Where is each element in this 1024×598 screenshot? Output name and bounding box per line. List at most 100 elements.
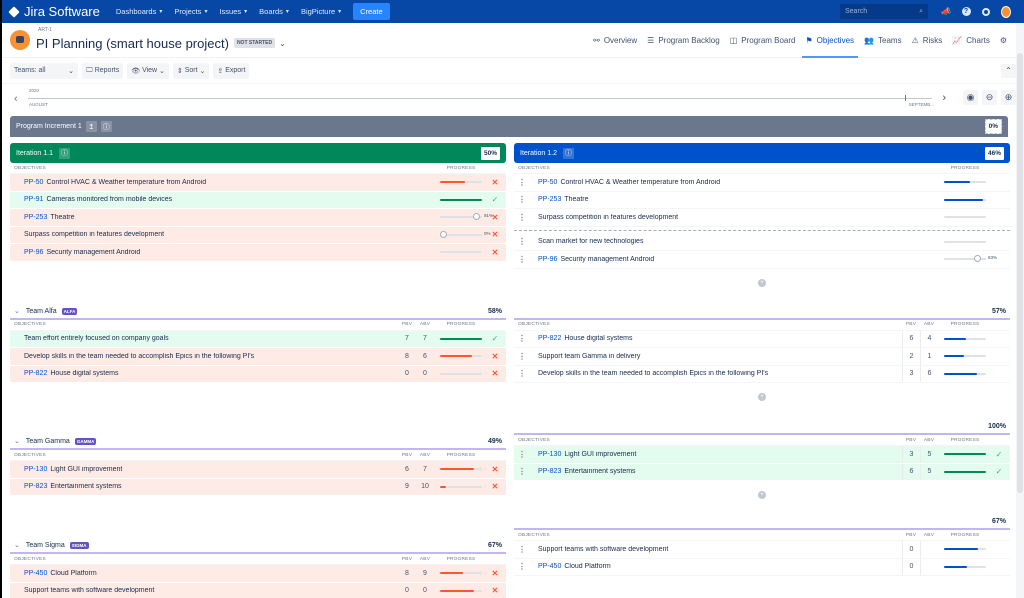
add-objective-button[interactable]: + <box>514 269 1010 297</box>
tab-risks[interactable]: ⚠ Risks <box>912 23 943 57</box>
nav-boards[interactable]: Boards ▾ <box>259 7 289 16</box>
info-button[interactable]: ⓘ <box>100 121 112 132</box>
sort-button[interactable]: ⇕ Sort ⌄ <box>172 62 210 79</box>
export-button[interactable]: ⇪ Export <box>213 62 250 79</box>
drag-handle-icon[interactable]: ⋮ <box>518 351 526 361</box>
objective-row[interactable]: Develop skills in the team needed to acc… <box>10 348 506 366</box>
view-button[interactable]: 👁 View ⌄ <box>127 62 169 79</box>
objective-row[interactable]: PP-96 Security management Android ✕ <box>10 244 506 262</box>
objective-row[interactable]: ⋮ Develop skills in the team needed to ac… <box>514 365 1010 383</box>
drag-handle-icon[interactable]: ⋮ <box>518 237 526 247</box>
reports-button[interactable]: 🖵 Reports <box>82 62 124 79</box>
slider-knob[interactable] <box>440 230 447 238</box>
objective-row[interactable]: ⋮ Surpass competition in features develop… <box>514 209 1010 227</box>
issue-key-link[interactable]: PP-130 <box>538 450 562 458</box>
slider-knob[interactable] <box>472 213 480 221</box>
add-objective-button[interactable]: + <box>514 481 1010 509</box>
progress-slider[interactable]: 91% <box>440 213 493 221</box>
objective-row[interactable]: ⋮ PP-823 Entertainment systems 6 5 ✓ <box>514 463 1010 481</box>
objective-row[interactable]: Team effort entirely focused on company … <box>10 330 506 348</box>
iteration-header[interactable]: Iteration 1.1 ⓘ 50% <box>10 143 506 163</box>
objective-row[interactable]: PP-822 House digital systems 0 0 ✕ <box>10 365 506 383</box>
iteration-header[interactable]: Iteration 1.2 ⓘ 46% <box>514 143 1010 163</box>
objective-row[interactable]: ⋮ PP-130 Light GUI improvement 3 5 ✓ <box>514 446 1010 464</box>
objective-row[interactable]: PP-130 Light GUI improvement 6 7 ✕ <box>10 461 506 479</box>
issue-key-link[interactable]: PP-450 <box>24 569 48 577</box>
search-input[interactable]: Search ⌕ <box>840 4 928 19</box>
nav-dashboards[interactable]: Dashboards ▾ <box>116 7 162 16</box>
team-header[interactable]: ⌄ Team Gamma GAMMA 49% <box>10 430 506 450</box>
progress-slider[interactable]: 83% <box>944 255 997 263</box>
settings-button[interactable] <box>981 7 991 17</box>
tab-program-backlog[interactable]: ☰ Program Backlog <box>647 23 720 57</box>
tab-charts[interactable]: 📈 Charts <box>952 23 990 57</box>
info-icon[interactable]: ⓘ <box>562 147 574 159</box>
issue-key-link[interactable]: PP-450 <box>538 563 562 571</box>
drag-handle-icon[interactable]: ⋮ <box>518 369 526 379</box>
page-scrollbar[interactable] <box>1016 23 1024 598</box>
objective-row[interactable]: ⋮ Scan market for new technologies <box>514 233 1010 251</box>
team-header[interactable]: 57% <box>514 300 1010 320</box>
objective-row[interactable]: Surpass competition in features developm… <box>10 226 506 244</box>
issue-key-link[interactable]: PP-822 <box>538 335 562 343</box>
issue-key-link[interactable]: PP-91 <box>24 196 44 204</box>
issue-key-link[interactable]: PP-96 <box>538 255 558 263</box>
objective-row[interactable]: Support teams with software development 0… <box>10 582 506 598</box>
issue-key-link[interactable]: PP-822 <box>24 370 48 378</box>
chevron-down-icon[interactable]: ⌄ <box>279 38 286 48</box>
timeline-track[interactable] <box>28 98 932 99</box>
team-header[interactable]: ⌄ Team Alfa ALFA 58% <box>10 300 506 320</box>
scrollbar-thumb[interactable] <box>1017 53 1023 493</box>
profile-button[interactable] <box>1001 5 1011 18</box>
slider-knob[interactable] <box>973 255 981 263</box>
timeline-prev-button[interactable]: ‹ <box>14 93 18 105</box>
chevron-down-icon[interactable]: ⌄ <box>14 438 20 445</box>
objective-row[interactable]: PP-50 Control HVAC & Weather temperature … <box>10 174 506 192</box>
objective-row[interactable]: ⋮ Support team Gamma in delivery 2 1 <box>514 348 1010 366</box>
drag-handle-icon[interactable]: ⋮ <box>518 195 526 205</box>
objective-row[interactable]: ⋮ PP-253 Theatre <box>514 191 1010 209</box>
drag-handle-icon[interactable]: ⋮ <box>518 467 526 477</box>
objective-row[interactable]: ⋮ PP-96 Security management Android 83% <box>514 251 1010 269</box>
objective-row[interactable]: ⋮ Support teams with software development… <box>514 541 1010 559</box>
focus-today-button[interactable]: ◉ <box>963 90 978 105</box>
create-button[interactable]: Create <box>353 3 390 20</box>
timeline-next-button[interactable]: › <box>942 92 946 104</box>
objective-row[interactable]: ⋮ PP-822 House digital systems 6 4 <box>514 330 1010 348</box>
objective-row[interactable]: PP-253 Theatre 91% ✕ <box>10 209 506 227</box>
zoom-out-button[interactable]: ⊖ <box>982 90 997 105</box>
issue-key-link[interactable]: PP-130 <box>24 465 48 473</box>
issue-key-link[interactable]: PP-50 <box>24 178 44 186</box>
objective-row[interactable]: PP-450 Cloud Platform 8 9 ✕ <box>10 565 506 583</box>
issue-key-link[interactable]: PP-823 <box>538 468 562 476</box>
issue-key-link[interactable]: PP-253 <box>24 213 48 221</box>
tab-overview[interactable]: ⚯ Overview <box>593 23 637 57</box>
program-increment-bar[interactable]: Program Increment 1 ↥ ⓘ 0% <box>10 116 1008 137</box>
team-header[interactable]: ⌄ Team Sigma SIGMA 67% <box>10 534 506 554</box>
issue-key-link[interactable]: PP-253 <box>538 196 562 204</box>
jira-logo[interactable]: Jira Software <box>8 4 100 19</box>
chevron-down-icon[interactable]: ⌄ <box>14 542 20 549</box>
drag-handle-icon[interactable]: ⋮ <box>518 562 526 572</box>
nav-issues[interactable]: Issues ▾ <box>219 7 247 16</box>
megaphone-icon[interactable]: 📣 <box>941 7 951 16</box>
team-header[interactable]: 67% <box>514 510 1010 530</box>
issue-key-link[interactable]: PP-823 <box>24 483 48 491</box>
module-settings-button[interactable]: ⚙ <box>1000 23 1011 57</box>
objective-row[interactable]: ⋮ PP-450 Cloud Platform 0 <box>514 558 1010 576</box>
help-button[interactable]: ? <box>961 7 971 17</box>
drag-handle-icon[interactable]: ⋮ <box>518 177 526 187</box>
drag-handle-icon[interactable]: ⋮ <box>518 334 526 344</box>
drag-handle-icon[interactable]: ⋮ <box>518 254 526 264</box>
drag-handle-icon[interactable]: ⋮ <box>518 544 526 554</box>
info-icon[interactable]: ⓘ <box>58 147 70 159</box>
tab-objectives[interactable]: ⚑ Objectives <box>801 23 858 58</box>
tab-program-board[interactable]: ◫ Program Board <box>730 23 796 57</box>
nav-projects[interactable]: Projects ▾ <box>174 7 207 16</box>
issue-key-link[interactable]: PP-96 <box>24 248 44 256</box>
drag-handle-icon[interactable]: ⋮ <box>518 212 526 222</box>
tab-teams[interactable]: 👥 Teams <box>864 23 902 57</box>
objective-row[interactable]: PP-823 Entertainment systems 9 10 ✕ <box>10 478 506 496</box>
drag-handle-icon[interactable]: ⋮ <box>518 449 526 459</box>
team-header[interactable]: 100% <box>514 415 1010 435</box>
